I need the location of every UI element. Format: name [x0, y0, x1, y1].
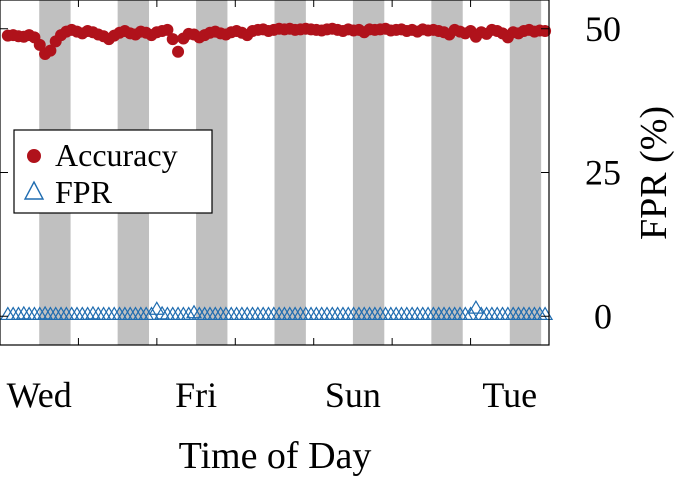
legend-accuracy-label: Accuracy: [55, 137, 178, 173]
y-axis-title: FPR (%): [633, 106, 675, 240]
y-tick-label: 0: [594, 296, 612, 336]
shaded-band-3: [274, 0, 306, 345]
accuracy-series: [1, 22, 552, 61]
fpr-point: [180, 306, 197, 321]
accuracy-point: [44, 44, 57, 57]
legend: Accuracy FPR: [13, 129, 213, 214]
legend-fpr-label: FPR: [55, 174, 113, 210]
fpr-point: [148, 301, 165, 315]
fpr-point: [467, 300, 484, 314]
legend-accuracy-marker: [27, 149, 41, 163]
accuracy-point: [172, 45, 185, 58]
shaded-band-4: [352, 0, 385, 345]
accuracy-point: [33, 38, 46, 51]
shaded-bands: [39, 0, 542, 345]
x-axis-title: Time of Day: [179, 435, 372, 477]
y-ticks: 0 25 50: [0, 9, 621, 336]
shaded-band-5: [431, 0, 463, 345]
accuracy-point: [161, 23, 174, 36]
legend-fpr-marker: [23, 180, 45, 200]
legend-box: [13, 129, 213, 214]
y-tick-label: 25: [585, 153, 621, 193]
x-ticks: Wed Fri Sun Tue: [7, 0, 537, 415]
x-tick-label: Sun: [325, 375, 381, 415]
accuracy-point: [539, 25, 552, 38]
x-tick-label: Fri: [175, 375, 217, 415]
shaded-band-6: [509, 0, 542, 345]
fpr-point: [143, 306, 160, 321]
x-tick-label: Tue: [482, 375, 537, 415]
x-tick-label: Wed: [7, 375, 72, 415]
y-tick-label: 50: [585, 9, 621, 49]
fpr-series: [0, 300, 554, 321]
accuracy-point: [166, 33, 179, 46]
